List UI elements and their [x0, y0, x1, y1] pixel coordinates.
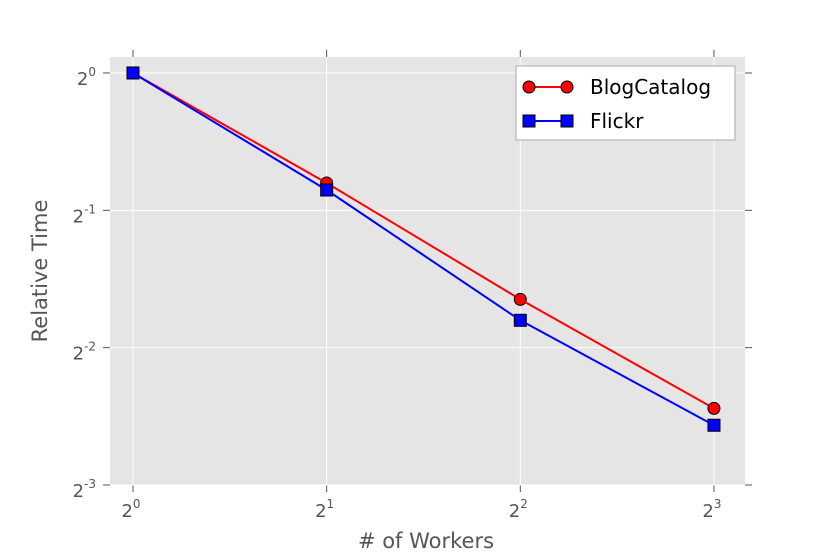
tick-base: 2 [73, 481, 84, 502]
tick-base: 2 [509, 501, 520, 522]
legend-marker [522, 80, 536, 94]
marker [707, 401, 721, 415]
tick-exponent: 2 [520, 497, 528, 511]
tick-base: 2 [121, 501, 132, 522]
tick-label: 21 [315, 497, 334, 522]
marker [513, 313, 527, 327]
marker [513, 292, 527, 306]
marker [126, 66, 140, 80]
tick-exponent: 0 [133, 497, 141, 511]
marker [707, 418, 721, 432]
tick-label: 2-2 [73, 340, 96, 365]
line [132, 72, 715, 410]
tick-label: 2-1 [73, 202, 96, 227]
tick-exponent: -1 [84, 202, 96, 216]
y-axis-label: Relative Time [28, 200, 52, 343]
tick-exponent: 0 [88, 65, 96, 79]
marker [320, 183, 334, 197]
legend-label: BlogCatalog [590, 75, 711, 99]
tick-base: 2 [73, 344, 84, 365]
tick-exponent: 3 [714, 497, 722, 511]
tick-base: 2 [77, 69, 88, 90]
tick-label: 2-3 [73, 477, 96, 502]
tick-base: 2 [73, 206, 84, 227]
line [132, 72, 715, 427]
tick-base: 2 [702, 501, 713, 522]
tick-label: 20 [77, 65, 96, 90]
tick-label: 23 [702, 497, 721, 522]
tick-label: 22 [509, 497, 528, 522]
tick-exponent: 1 [327, 497, 335, 511]
tick-exponent: -2 [84, 340, 96, 354]
tick-label: 20 [121, 497, 140, 522]
legend-marker [560, 114, 574, 128]
legend-marker [522, 114, 536, 128]
x-axis-label: # of Workers [358, 529, 494, 553]
legend-box [515, 65, 736, 141]
legend-marker [560, 80, 574, 94]
tick-base: 2 [315, 501, 326, 522]
tick-exponent: -3 [84, 477, 96, 491]
legend-label: Flickr [590, 109, 644, 133]
